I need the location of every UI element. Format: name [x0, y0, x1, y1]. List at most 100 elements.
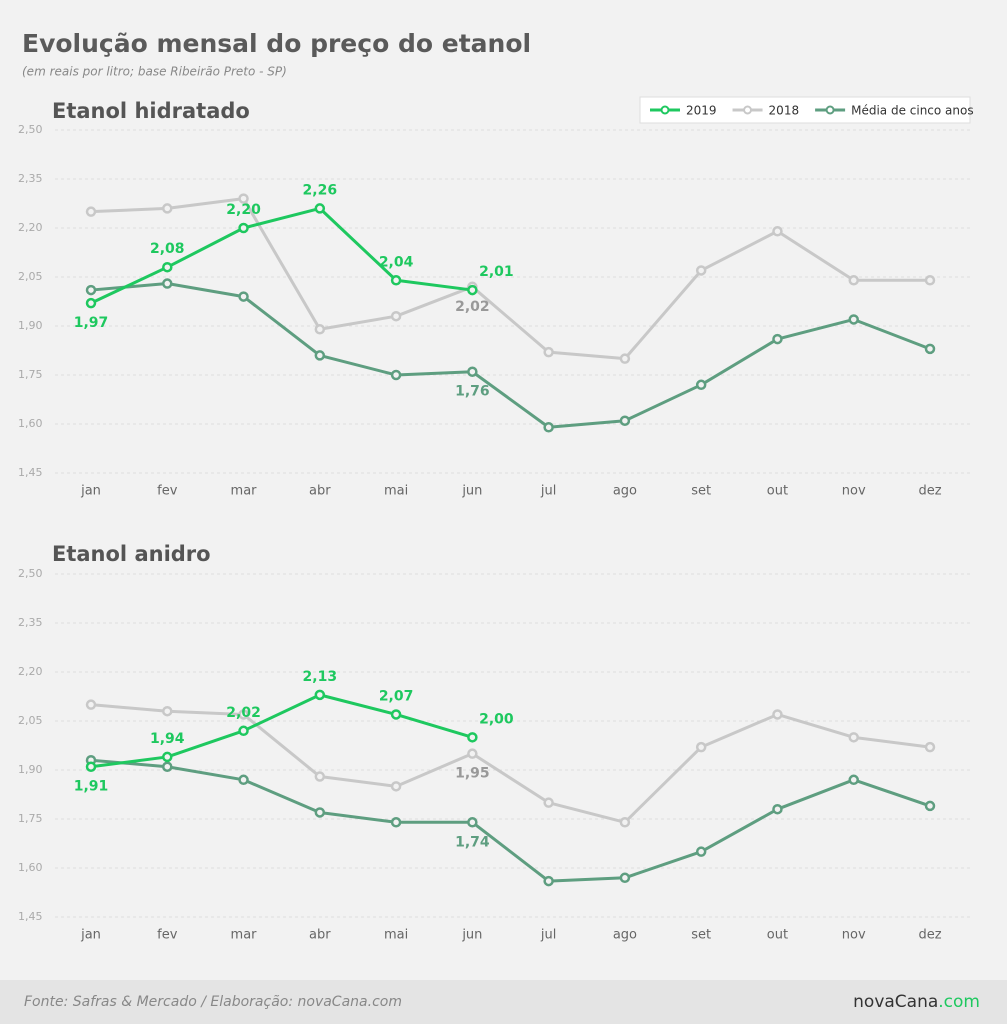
x-tick-label: jun: [461, 484, 482, 499]
value-label: 2,00: [479, 711, 514, 727]
value-label: 2,07: [379, 688, 414, 704]
legend: 2019 2018 Média de cinco anos: [639, 96, 974, 124]
y-tick-label: 1,60: [18, 861, 43, 874]
value-label: 2,01: [479, 264, 514, 280]
point: [390, 310, 402, 322]
point: [619, 353, 631, 364]
legend-label: Média de cinco anos: [851, 104, 974, 118]
point: [85, 699, 97, 710]
legend-marker: [825, 105, 835, 115]
point: [390, 275, 402, 286]
y-tick-label: 2,05: [18, 270, 43, 283]
x-tick-label: mai: [384, 928, 408, 943]
point: [695, 741, 707, 753]
point: [924, 343, 936, 355]
x-tick-label: fev: [157, 484, 178, 499]
x-tick-label: jan: [80, 484, 101, 499]
point: [162, 761, 173, 772]
point: [314, 203, 326, 214]
series-line: [90, 206, 473, 305]
point: [238, 291, 249, 302]
footer: [0, 980, 1007, 1024]
chart-title: Etanol hidratado: [52, 99, 250, 123]
x-tick-label: ago: [613, 484, 637, 499]
x-tick-label: mar: [231, 928, 258, 943]
legend-box: [639, 96, 971, 124]
point: [543, 422, 554, 433]
point: [162, 705, 173, 717]
y-tick-label: 2,05: [18, 714, 43, 727]
x-tick-label: nov: [842, 484, 866, 499]
x-tick-label: ago: [613, 928, 637, 943]
value-label: 1,74: [455, 834, 490, 850]
point: [238, 725, 249, 737]
value-label: 1,91: [74, 779, 109, 795]
x-tick-label: out: [767, 484, 788, 499]
logo-suffix: .com: [938, 992, 980, 1012]
point: [467, 732, 478, 743]
value-label: 2,04: [379, 254, 414, 270]
x-tick-label: nov: [842, 928, 866, 943]
value-label: 1,97: [74, 315, 109, 331]
legend-marker: [660, 105, 670, 115]
y-tick-label: 2,20: [18, 221, 43, 234]
point: [314, 350, 326, 361]
point: [85, 284, 97, 296]
value-label: 1,95: [455, 766, 490, 782]
point: [314, 807, 326, 818]
point: [85, 761, 97, 772]
x-tick-label: jul: [540, 484, 556, 499]
value-label: 2,02: [226, 705, 261, 721]
point: [238, 222, 249, 234]
chart-title: Etanol anidro: [52, 542, 211, 566]
point: [162, 203, 173, 214]
y-tick-label: 1,60: [18, 417, 43, 430]
point: [543, 875, 554, 887]
value-label: 1,76: [455, 384, 490, 400]
point: [238, 193, 249, 204]
value-label: 2,13: [303, 669, 338, 685]
x-tick-label: set: [691, 484, 711, 499]
series-line: [90, 758, 931, 883]
y-tick-label: 2,20: [18, 665, 43, 678]
point: [314, 689, 326, 701]
x-tick-label: abr: [309, 484, 331, 499]
point: [85, 297, 97, 309]
logo-name: novaCana: [853, 992, 938, 1012]
point: [848, 774, 859, 786]
point: [772, 333, 783, 345]
title: Evolução mensal do preço do etanol: [22, 29, 531, 58]
value-label: 2,20: [226, 202, 261, 218]
y-tick-label: 2,35: [18, 172, 43, 185]
point: [848, 275, 859, 286]
x-tick-label: jul: [540, 928, 556, 943]
point: [390, 369, 402, 381]
point: [238, 709, 249, 720]
series-line: [90, 693, 473, 769]
point: [772, 803, 783, 815]
point: [467, 817, 478, 828]
subtitle: (em reais por litro; base Ribeirão Preto…: [22, 65, 287, 79]
y-tick-label: 1,75: [18, 812, 43, 825]
point: [162, 751, 173, 763]
point: [467, 284, 478, 296]
series-line: [90, 197, 930, 361]
point: [543, 797, 554, 808]
point: [772, 709, 783, 720]
point: [162, 261, 173, 273]
y-tick-label: 1,75: [18, 368, 43, 381]
point: [924, 741, 936, 753]
point: [543, 346, 554, 358]
value-label: 2,26: [303, 182, 338, 198]
x-tick-label: jan: [80, 928, 101, 943]
point: [848, 732, 859, 743]
value-label: 2,08: [150, 241, 185, 257]
point: [390, 817, 402, 828]
point: [695, 379, 707, 391]
y-tick-label: 2,50: [18, 567, 43, 580]
point: [390, 709, 402, 720]
series-line: [90, 703, 931, 824]
point: [619, 415, 631, 426]
y-tick-label: 1,45: [18, 910, 43, 923]
x-tick-label: dez: [918, 484, 941, 499]
